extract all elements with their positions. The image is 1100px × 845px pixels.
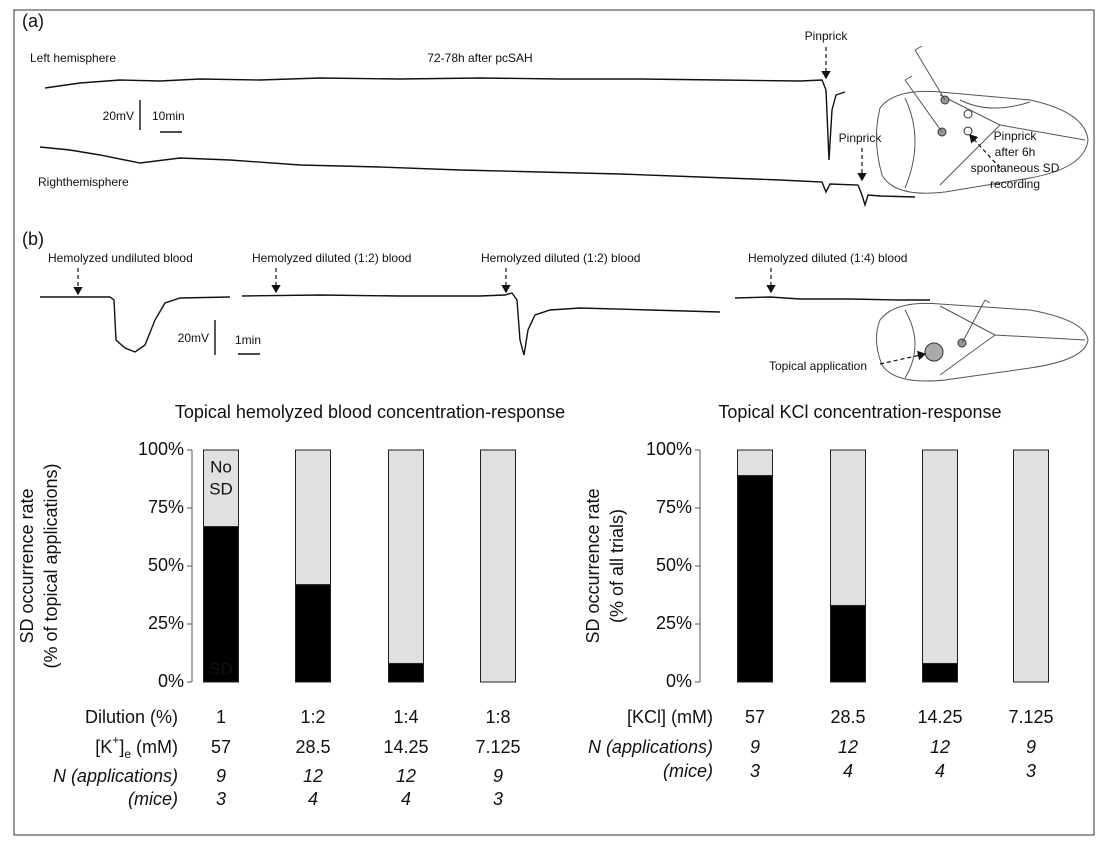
row-value: 28.5 — [295, 737, 330, 757]
y-axis-label: SD occurrence rate — [583, 488, 603, 643]
skull-drawing — [876, 300, 1088, 381]
y-tick-label: 25% — [656, 613, 692, 633]
row-value: 4 — [401, 789, 411, 809]
x-tick-label: 28.5 — [830, 707, 865, 727]
series-label: SD — [209, 659, 233, 678]
bar-segment — [389, 663, 424, 682]
page: { "panel_a": { "label": "(a)", "left_lab… — [0, 0, 1100, 845]
x-axis-label: Dilution (%) — [85, 707, 178, 727]
trace — [242, 293, 720, 355]
row-value: 12 — [303, 766, 323, 786]
x-tick-label: 14.25 — [917, 707, 962, 727]
annotation: Pinprick — [994, 129, 1038, 143]
row-value: 7.125 — [475, 737, 520, 757]
x-tick-label: 1:4 — [393, 707, 418, 727]
x-tick-label: 1:2 — [300, 707, 325, 727]
annotation: Hemolyzed diluted (1:2) blood — [481, 251, 640, 265]
y-tick-label: 100% — [138, 439, 184, 459]
row-value: 3 — [750, 761, 760, 781]
row-value: 12 — [930, 737, 950, 757]
panel-label: (b) — [22, 229, 44, 249]
series-label-line: SD — [209, 479, 233, 498]
row-label: (mice) — [128, 789, 178, 809]
y-tick-label: 100% — [646, 439, 692, 459]
y-axis-label: (% of topical applications) — [41, 463, 61, 668]
row-label-part: + — [112, 733, 119, 747]
bar-segment — [923, 450, 958, 663]
row-label: N (applications) — [588, 737, 713, 757]
bar-segment — [738, 476, 773, 682]
trace — [40, 147, 915, 205]
bar-segment — [923, 663, 958, 682]
row-value: 3 — [493, 789, 503, 809]
y-tick-label: 0% — [666, 671, 692, 691]
arrow — [880, 354, 925, 364]
row-value: 3 — [1026, 761, 1036, 781]
scale-label: 1min — [235, 333, 261, 347]
y-tick-label: 50% — [148, 555, 184, 575]
annotation: recording — [990, 177, 1040, 191]
row-label: [K+]e (mM) — [95, 733, 178, 761]
scale-label: 20mV — [178, 331, 209, 345]
bar-segment — [296, 450, 331, 585]
trace-label: Left hemisphere — [30, 51, 116, 65]
scale-label: 10min — [152, 109, 185, 123]
row-value: 4 — [935, 761, 945, 781]
bar-segment — [389, 450, 424, 663]
y-tick-label: 0% — [158, 671, 184, 691]
y-axis-label: (% of all trials) — [607, 509, 627, 623]
row-value: 4 — [843, 761, 853, 781]
bar-segment — [831, 450, 866, 605]
series-label-line: No — [210, 457, 232, 476]
x-tick-label: 1 — [216, 707, 226, 727]
row-value: 9 — [750, 737, 760, 757]
row-value: 9 — [493, 766, 503, 786]
row-value: 14.25 — [383, 737, 428, 757]
row-value: 4 — [308, 789, 318, 809]
chart-title: Topical KCl concentration-response — [718, 402, 1001, 422]
trace-label: Righthemisphere — [38, 175, 129, 189]
row-label: (mice) — [663, 761, 713, 781]
annotation: Topical application — [769, 359, 867, 373]
bar-segment — [738, 450, 773, 476]
scale-label: 20mV — [103, 109, 134, 123]
trace-label: 72-78h after pcSAH — [427, 51, 532, 65]
y-axis-label: SD occurrence rate — [17, 488, 37, 643]
y-tick-label: 75% — [148, 497, 184, 517]
y-tick-label: 50% — [656, 555, 692, 575]
annotation: spontaneous SD — [971, 161, 1060, 175]
series-label-line: SD — [209, 659, 233, 678]
row-value: 12 — [396, 766, 416, 786]
row-value: 9 — [1026, 737, 1036, 757]
figure: (a) Left hemisphere 72-78h after pcSAH P… — [0, 0, 1100, 845]
bar-segment — [296, 585, 331, 682]
trace — [735, 297, 930, 300]
annotation: Pinprick — [839, 131, 883, 145]
y-tick-label: 75% — [656, 497, 692, 517]
bar-segment — [831, 605, 866, 682]
row-value: 12 — [838, 737, 858, 757]
annotation: Hemolyzed undiluted blood — [48, 251, 193, 265]
annotation: Hemolyzed diluted (1:2) blood — [252, 251, 411, 265]
annotation: Hemolyzed diluted (1:4) blood — [748, 251, 907, 265]
bar-segment — [1014, 450, 1049, 682]
x-tick-label: 1:8 — [485, 707, 510, 727]
annotation: after 6h — [995, 145, 1036, 159]
row-label-part: [K — [95, 737, 112, 757]
x-tick-label: 57 — [745, 707, 765, 727]
bar-segment — [481, 450, 516, 682]
y-tick-label: 25% — [148, 613, 184, 633]
row-label: N (applications) — [53, 766, 178, 786]
annotation: Pinprick — [805, 29, 849, 43]
row-label-part: (mM) — [131, 737, 178, 757]
chart-title: Topical hemolyzed blood concentration-re… — [175, 402, 565, 422]
row-value: 3 — [216, 789, 226, 809]
panel-label: (a) — [22, 11, 44, 31]
x-axis-label: [KCl] (mM) — [627, 707, 713, 727]
row-value: 9 — [216, 766, 226, 786]
x-tick-label: 7.125 — [1008, 707, 1053, 727]
row-value: 57 — [211, 737, 231, 757]
